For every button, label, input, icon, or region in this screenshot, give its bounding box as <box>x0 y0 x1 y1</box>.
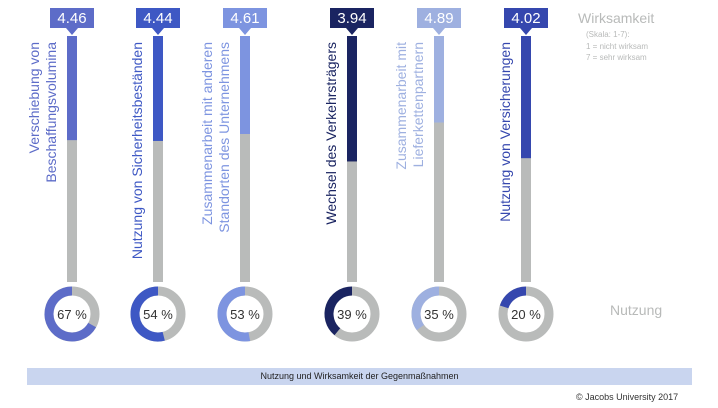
usage-percent-label: 53 % <box>230 307 260 322</box>
bar-effectiveness <box>67 36 77 141</box>
value-label-box <box>50 8 94 28</box>
value-label: 4.61 <box>230 10 259 27</box>
bar-effectiveness <box>521 36 531 159</box>
bar-effectiveness <box>434 36 444 123</box>
legend-scale: (Skala: 1-7): <box>586 30 630 39</box>
value-label: 3.94 <box>337 10 366 27</box>
category-label: Wechsel des Verkehrsträgers <box>323 42 339 225</box>
bar-track <box>521 36 531 282</box>
value-label-box <box>330 8 374 28</box>
category-label: Standorten des Unternehmens <box>216 42 232 233</box>
legend-max: 7 = sehr wirksam <box>586 53 647 62</box>
value-label-pointer <box>152 28 164 35</box>
value-label-box <box>136 8 180 28</box>
value-label-pointer <box>239 28 251 35</box>
footer-bar: Nutzung und Wirksamkeit der Gegenmaßnahm… <box>27 368 692 385</box>
category-label: Zusammenarbeit mit anderen <box>199 42 215 225</box>
credit: © Jacobs University 2017 <box>576 392 679 402</box>
usage-percent-label: 35 % <box>424 307 454 322</box>
value-label: 4.46 <box>57 10 86 27</box>
value-label-pointer <box>346 28 358 35</box>
value-label-pointer <box>66 28 78 35</box>
value-label-pointer <box>520 28 532 35</box>
category-label: Verschiebung von <box>26 42 42 153</box>
usage-percent-label: 20 % <box>511 307 541 322</box>
footer-caption: Nutzung und Wirksamkeit der Gegenmaßnahm… <box>260 371 459 381</box>
usage-label: Nutzung <box>610 302 663 318</box>
value-label-box <box>417 8 461 28</box>
bar-track <box>434 36 444 282</box>
usage-percent-label: 67 % <box>57 307 87 322</box>
legend-title: Wirksamkeit <box>578 10 655 26</box>
value-label-pointer <box>433 28 445 35</box>
legend-min: 1 = nicht wirksam <box>586 42 649 51</box>
value-label: 4.89 <box>424 10 453 27</box>
usage-percent-label: 54 % <box>143 307 173 322</box>
bar-effectiveness <box>240 36 250 134</box>
usage-ring-fill <box>499 286 527 309</box>
usage-ring-fill <box>44 286 97 342</box>
bar-effectiveness <box>347 36 357 162</box>
bar-track <box>153 36 163 282</box>
bar-track <box>240 36 250 282</box>
value-label: 4.44 <box>143 10 172 27</box>
usage-percent-label: 39 % <box>337 307 367 322</box>
usage-ring-fill <box>324 286 353 336</box>
value-label-box <box>504 8 548 28</box>
category-label: Nutzung von Sicherheitsbeständen <box>129 42 145 259</box>
value-label: 4.02 <box>511 10 540 27</box>
bar-track <box>67 36 77 282</box>
usage-ring-fill <box>411 286 440 331</box>
category-label: Lieferkettenpartnern <box>410 42 426 167</box>
category-label: Beschaffungsvolumina <box>43 42 59 183</box>
category-label: Zusammenarbeit mit <box>393 42 409 170</box>
usage-ring-fill <box>217 286 251 342</box>
category-label: Nutzung von Versicherungen <box>497 42 513 222</box>
bar-effectiveness <box>153 36 163 141</box>
usage-ring-fill <box>130 286 165 342</box>
value-label-box <box>223 8 267 28</box>
